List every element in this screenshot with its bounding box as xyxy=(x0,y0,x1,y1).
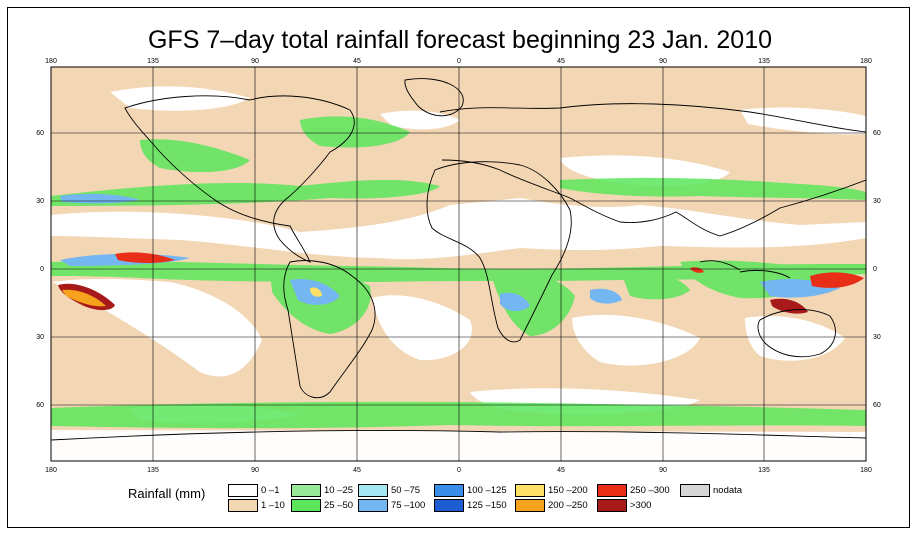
blue-patches xyxy=(60,193,840,312)
legend-swatch xyxy=(515,499,545,512)
lat-tick-right: 60 xyxy=(873,130,881,137)
legend-label: 125 –150 xyxy=(467,500,507,511)
lon-tick-bottom: 90 xyxy=(251,467,259,474)
coastlines xyxy=(51,78,866,441)
legend-label: 1 –10 xyxy=(261,500,285,511)
legend-swatch xyxy=(358,499,388,512)
axis-ticks: 180 135 90 45 0 45 90 135 180 180 135 90 45 0 45 90 135 1… xyxy=(36,58,881,474)
legend-label: nodata xyxy=(713,485,743,496)
lon-tick-bottom: 135 xyxy=(758,467,770,474)
legend-label: 10 –25 xyxy=(324,485,354,496)
legend-label: 50 –75 xyxy=(391,485,421,496)
map-border xyxy=(50,66,867,462)
lat-tick-right: 30 xyxy=(873,198,881,205)
lon-tick-bottom: 90 xyxy=(659,467,667,474)
legend-swatch xyxy=(597,499,627,512)
figure-frame xyxy=(7,7,910,528)
lon-tick-bottom: 180 xyxy=(45,467,57,474)
lon-tick-bottom: 0 xyxy=(457,467,461,474)
legend-label: 0 –1 xyxy=(261,485,280,496)
lon-tick-top: 135 xyxy=(758,58,770,65)
lat-tick-right: 0 xyxy=(873,266,877,273)
lon-tick-top: 180 xyxy=(45,58,57,65)
legend-swatch xyxy=(358,484,388,497)
lon-tick-top: 0 xyxy=(457,58,461,65)
legend-swatch xyxy=(515,484,545,497)
legend-swatch xyxy=(434,499,464,512)
legend-label: 250 –300 xyxy=(630,485,670,496)
legend-title: Rainfall (mm) xyxy=(128,486,206,501)
legend-swatch xyxy=(597,484,627,497)
legend-swatch xyxy=(228,484,258,497)
lat-tick-left: 0 xyxy=(40,266,44,273)
legend-label: 75 –100 xyxy=(391,500,426,511)
lon-tick-top: 90 xyxy=(659,58,667,65)
lat-tick-left: 30 xyxy=(36,198,44,205)
legend-label: 25 –50 xyxy=(324,500,354,511)
lon-tick-top: 45 xyxy=(353,58,361,65)
legend-swatch xyxy=(680,484,710,497)
legend-label: 150 –200 xyxy=(548,485,588,496)
lat-tick-left: 30 xyxy=(36,334,44,341)
graticule xyxy=(51,67,866,461)
lon-tick-top: 90 xyxy=(251,58,259,65)
lon-tick-bottom: 135 xyxy=(147,467,159,474)
legend-label: >300 xyxy=(630,500,652,511)
lon-tick-bottom: 180 xyxy=(860,467,872,474)
legend-swatch xyxy=(228,499,258,512)
lon-tick-top: 135 xyxy=(147,58,159,65)
legend-swatch xyxy=(434,484,464,497)
lon-tick-bottom: 45 xyxy=(353,467,361,474)
lat-tick-right: 30 xyxy=(873,334,881,341)
lat-tick-left: 60 xyxy=(36,130,44,137)
legend-label: 100 –125 xyxy=(467,485,507,496)
lat-tick-right: 60 xyxy=(873,402,881,409)
legend-swatch xyxy=(291,499,321,512)
map-title: GFS 7–day total rainfall forecast beginn… xyxy=(147,26,772,54)
legend-swatch xyxy=(291,484,321,497)
lon-tick-top: 45 xyxy=(557,58,565,65)
lon-tick-top: 180 xyxy=(860,58,872,65)
legend-label: 200 –250 xyxy=(548,500,588,511)
lon-tick-bottom: 45 xyxy=(557,467,565,474)
lat-tick-left: 60 xyxy=(36,402,44,409)
